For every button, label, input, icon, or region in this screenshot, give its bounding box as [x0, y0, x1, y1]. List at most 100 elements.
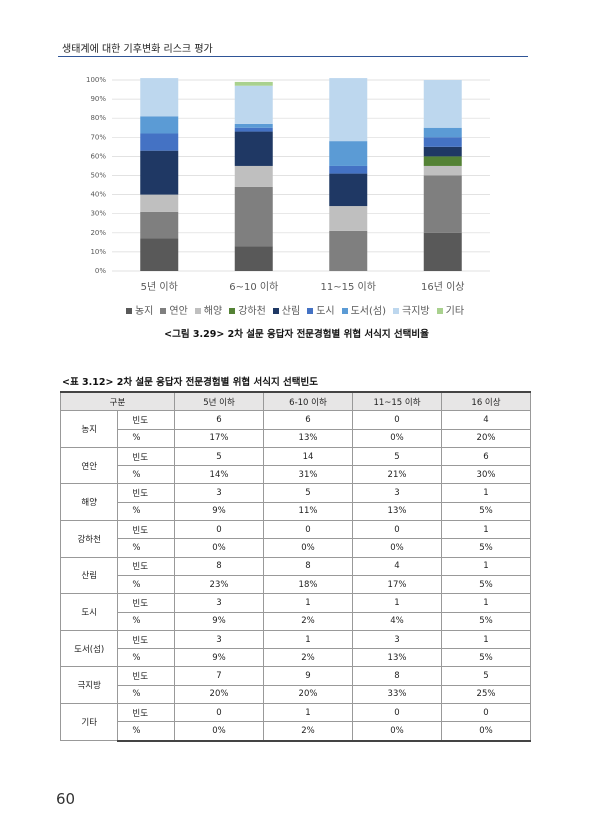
row-label: 빈도 — [117, 666, 175, 686]
bar-segment — [234, 85, 273, 124]
group-cell: 극지방 — [59, 666, 119, 705]
bar-segment — [234, 165, 273, 187]
legend-swatch — [307, 308, 314, 314]
table-cell: 5% — [441, 501, 531, 522]
legend-label: 농지 — [134, 306, 154, 317]
table-cell: 14 — [263, 446, 353, 467]
header-title: 생태계에 대한 기후변화 리스크 평가 — [62, 44, 213, 55]
table-row: % 20% 20% 33% 25% — [61, 684, 531, 705]
legend-item: 강하천 — [229, 302, 266, 317]
row-label: 빈도 — [117, 483, 175, 503]
table-cell: 1 — [352, 593, 442, 613]
page-number: 60 — [56, 790, 76, 808]
table-cell: 23% — [174, 574, 264, 595]
x-tick-label: 11~15 이하 — [321, 280, 376, 293]
table-cell: 11% — [263, 501, 353, 522]
table-cell: 18% — [263, 574, 353, 595]
bar-segment — [329, 206, 368, 231]
legend-label: 연안 — [169, 306, 188, 317]
table-row: % 9% 2% 13% 5% — [61, 648, 531, 668]
table-cell: 3 — [352, 629, 442, 650]
table-cell: 0% — [352, 721, 442, 742]
table-row: 해양 빈도 3 5 3 1 — [59, 483, 531, 522]
x-tick-label: 16년 이상 — [421, 281, 465, 293]
legend-item: 기타 — [436, 302, 465, 317]
bar-segment — [423, 127, 462, 138]
legend-label: 도시 — [316, 306, 335, 317]
bar-segment — [140, 133, 179, 151]
row-label: % — [117, 501, 175, 522]
table-cell: 1 — [441, 520, 531, 540]
table-cell: 8 — [352, 666, 442, 686]
bar-segment — [140, 150, 179, 195]
table-cell: 3 — [174, 483, 264, 503]
table-cell: 13% — [352, 648, 442, 668]
table-cell: 5% — [441, 574, 531, 595]
table-cell: 8 — [263, 556, 353, 576]
table-cell: 4% — [352, 611, 442, 631]
group-cell: 농지 — [59, 410, 119, 448]
header-cell: 5년 이하 — [174, 391, 264, 412]
table-cell: 9% — [174, 501, 264, 522]
row-label: % — [117, 684, 175, 705]
legend-item: 연안 — [160, 302, 188, 317]
table-row: 도서(섬) 빈도 3 1 3 1 — [59, 629, 531, 668]
table-cell: 5% — [441, 611, 531, 631]
legend-swatch — [229, 308, 236, 314]
bar-segment — [234, 246, 273, 271]
bar-segment — [234, 123, 273, 128]
row-label: % — [117, 574, 175, 595]
group-cell: 도서(섬) — [59, 629, 119, 668]
legend-label: 산림 — [281, 306, 301, 317]
table-cell: 5% — [441, 648, 531, 668]
table-row: 산림 빈도 8 8 4 1 — [59, 556, 531, 595]
legend-label: 해양 — [203, 306, 223, 317]
table-cell: 4 — [352, 556, 442, 576]
row-label: % — [117, 465, 175, 485]
table-row: % 0% 0% 0% 5% — [61, 538, 531, 558]
y-tick-label: 70% — [90, 133, 106, 141]
table-cell: 0 — [352, 410, 442, 430]
legend-item: 도서(섬) — [341, 302, 386, 317]
table-cell: 5 — [263, 483, 353, 503]
row-label: 빈도 — [117, 410, 175, 430]
legend-label: 기타 — [445, 306, 465, 317]
table-cell: 2% — [263, 648, 353, 668]
group-cell: 강하천 — [59, 520, 119, 558]
y-tick-label: 40% — [90, 191, 106, 199]
bar-segment — [140, 238, 179, 271]
table-cell: 0% — [352, 428, 442, 448]
x-tick-label: 6~10 이하 — [229, 280, 278, 293]
table-cell: 20% — [263, 684, 353, 705]
group-cell: 해양 — [59, 483, 119, 522]
row-label: 빈도 — [117, 446, 175, 467]
table-cell: 2% — [263, 721, 353, 742]
y-tick-label: 100% — [86, 76, 106, 84]
table-cell: 33% — [352, 684, 442, 705]
legend-swatch — [272, 308, 279, 314]
table-cell: 14% — [174, 465, 264, 485]
header-row: 구분 5년 이하 6-10 이하 11~15 이하 16 이상 — [60, 391, 531, 412]
table-cell: 1 — [441, 483, 531, 503]
table-cell: 20% — [174, 684, 264, 705]
legend-item: 농지 — [125, 302, 154, 317]
group-cell: 기타 — [59, 703, 119, 742]
bar-segment — [423, 80, 462, 128]
row-label: % — [117, 428, 175, 448]
group-cell: 도시 — [59, 593, 119, 631]
table-row: % 9% 11% 13% 5% — [61, 501, 531, 522]
row-label: 빈도 — [117, 520, 175, 540]
table-cell: 0% — [352, 538, 442, 558]
legend-label: 강하천 — [238, 306, 266, 317]
table-cell: 20% — [441, 428, 531, 448]
legend-swatch — [436, 308, 443, 314]
legend-swatch — [125, 308, 132, 314]
row-label: % — [117, 611, 175, 631]
table-row: 기타 빈도 0 1 0 0 — [59, 703, 531, 742]
row-label: 빈도 — [117, 556, 175, 576]
y-tick-label: 30% — [90, 210, 106, 218]
legend-item: 도시 — [307, 302, 335, 317]
table-cell: 0% — [174, 538, 264, 558]
y-tick-label: 50% — [90, 172, 106, 180]
